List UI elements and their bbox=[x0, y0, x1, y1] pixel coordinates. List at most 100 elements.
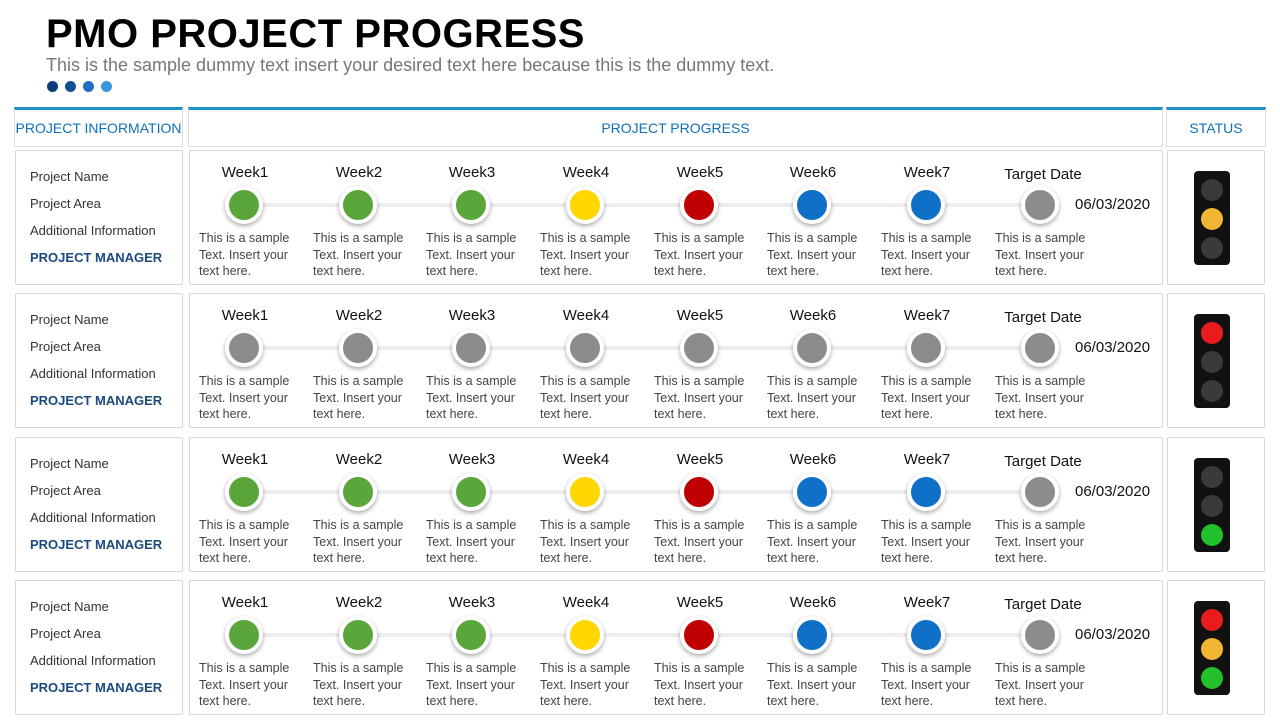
milestone-label: Week5 bbox=[676, 164, 724, 181]
column-header: PROJECT PROGRESS bbox=[188, 107, 1163, 147]
milestone-label: Week6 bbox=[789, 594, 837, 611]
decor-dot bbox=[83, 81, 94, 92]
milestone-dot bbox=[1021, 616, 1059, 654]
status-box bbox=[1167, 580, 1265, 715]
milestone-dot bbox=[907, 473, 945, 511]
milestone-text: text here. bbox=[995, 264, 1048, 278]
milestone-label: Week3 bbox=[448, 164, 496, 181]
lamp bbox=[1201, 237, 1223, 259]
info-label: Project Area bbox=[30, 483, 101, 498]
milestone-text: This is a sample bbox=[995, 518, 1086, 532]
milestone-text: Text. Insert your bbox=[540, 534, 629, 549]
milestone-text: This is a sample bbox=[426, 661, 517, 675]
milestone-label: Week6 bbox=[789, 307, 837, 324]
info-label: Project Area bbox=[30, 196, 101, 211]
info-label: Additional Information bbox=[30, 510, 156, 525]
info-box bbox=[15, 293, 183, 428]
milestone-label: Week7 bbox=[903, 594, 951, 611]
lamp bbox=[1201, 495, 1223, 517]
milestone-text: text here. bbox=[199, 694, 252, 708]
progress-box bbox=[189, 293, 1163, 428]
milestone-dot bbox=[680, 329, 718, 367]
info-label: Project Name bbox=[30, 312, 109, 327]
milestone-text: Text. Insert your bbox=[199, 247, 288, 262]
milestone-text: This is a sample bbox=[767, 661, 858, 675]
milestone-text: text here. bbox=[881, 551, 934, 565]
milestone-text: Text. Insert your bbox=[767, 677, 856, 692]
milestone-label: Week4 bbox=[562, 307, 610, 324]
milestone-text: Text. Insert your bbox=[540, 390, 629, 405]
milestone-text: This is a sample bbox=[199, 374, 290, 388]
milestone-text: text here. bbox=[540, 407, 593, 421]
status-box bbox=[1167, 437, 1265, 572]
milestone-dot bbox=[907, 616, 945, 654]
milestone-text: text here. bbox=[540, 264, 593, 278]
milestone-text: This is a sample bbox=[540, 231, 631, 245]
milestone-label: Target Date bbox=[1004, 596, 1082, 613]
milestone-text: text here. bbox=[654, 694, 707, 708]
milestone-text: Text. Insert your bbox=[767, 390, 856, 405]
column-header: PROJECT INFORMATION bbox=[14, 107, 183, 147]
milestone-text: Text. Insert your bbox=[995, 534, 1084, 549]
milestone-text: This is a sample bbox=[767, 231, 858, 245]
milestone-text: text here. bbox=[881, 694, 934, 708]
milestone-text: This is a sample bbox=[881, 518, 972, 532]
milestone-text: text here. bbox=[313, 264, 366, 278]
milestone-text: text here. bbox=[540, 551, 593, 565]
milestone-text: This is a sample bbox=[881, 661, 972, 675]
lamp bbox=[1201, 667, 1223, 689]
milestone-label: Week5 bbox=[676, 594, 724, 611]
milestone-text: Text. Insert your bbox=[313, 247, 402, 262]
progress-box bbox=[189, 150, 1163, 285]
info-label: Project Area bbox=[30, 339, 101, 354]
info-label: Project Name bbox=[30, 599, 109, 614]
milestone-text: Text. Insert your bbox=[995, 247, 1084, 262]
info-label: PROJECT MANAGER bbox=[30, 250, 163, 265]
milestone-text: This is a sample bbox=[540, 661, 631, 675]
milestone-dot bbox=[225, 186, 263, 224]
milestone-dot bbox=[225, 616, 263, 654]
milestone-text: This is a sample bbox=[313, 231, 404, 245]
milestone-text: This is a sample bbox=[995, 661, 1086, 675]
milestone-dot bbox=[680, 473, 718, 511]
milestone-text: text here. bbox=[426, 407, 479, 421]
info-label: Project Name bbox=[30, 456, 109, 471]
milestone-text: text here. bbox=[995, 694, 1048, 708]
milestone-text: text here. bbox=[995, 551, 1048, 565]
decor-dot bbox=[47, 81, 58, 92]
milestone-text: This is a sample bbox=[540, 374, 631, 388]
timeline bbox=[244, 490, 1040, 494]
milestone-text: text here. bbox=[654, 551, 707, 565]
milestone-text: Text. Insert your bbox=[881, 390, 970, 405]
milestone-text: Text. Insert your bbox=[654, 534, 743, 549]
milestone-text: Text. Insert your bbox=[426, 677, 515, 692]
milestone-dot bbox=[907, 329, 945, 367]
milestone-text: text here. bbox=[881, 264, 934, 278]
lamp bbox=[1201, 351, 1223, 373]
milestone-label: Week2 bbox=[335, 594, 383, 611]
milestone-dot bbox=[566, 186, 604, 224]
milestone-label: Week7 bbox=[903, 307, 951, 324]
milestone-text: text here. bbox=[995, 407, 1048, 421]
milestone-dot bbox=[452, 473, 490, 511]
milestone-text: Text. Insert your bbox=[199, 677, 288, 692]
milestone-label: Week3 bbox=[448, 307, 496, 324]
lamp bbox=[1201, 609, 1223, 631]
milestone-text: text here. bbox=[540, 694, 593, 708]
milestone-text: Text. Insert your bbox=[540, 677, 629, 692]
milestone-text: This is a sample bbox=[199, 661, 290, 675]
milestone-text: This is a sample bbox=[199, 518, 290, 532]
milestone-text: This is a sample bbox=[313, 661, 404, 675]
milestone-text: Text. Insert your bbox=[654, 390, 743, 405]
info-label: PROJECT MANAGER bbox=[30, 537, 163, 552]
milestone-text: This is a sample bbox=[995, 374, 1086, 388]
milestone-text: This is a sample bbox=[767, 374, 858, 388]
milestone-label: Week2 bbox=[335, 307, 383, 324]
lamp bbox=[1201, 208, 1223, 230]
milestone-text: text here. bbox=[199, 264, 252, 278]
milestone-text: This is a sample bbox=[426, 518, 517, 532]
milestone-label: Week6 bbox=[789, 164, 837, 181]
lamp bbox=[1201, 638, 1223, 660]
milestone-dot bbox=[793, 329, 831, 367]
